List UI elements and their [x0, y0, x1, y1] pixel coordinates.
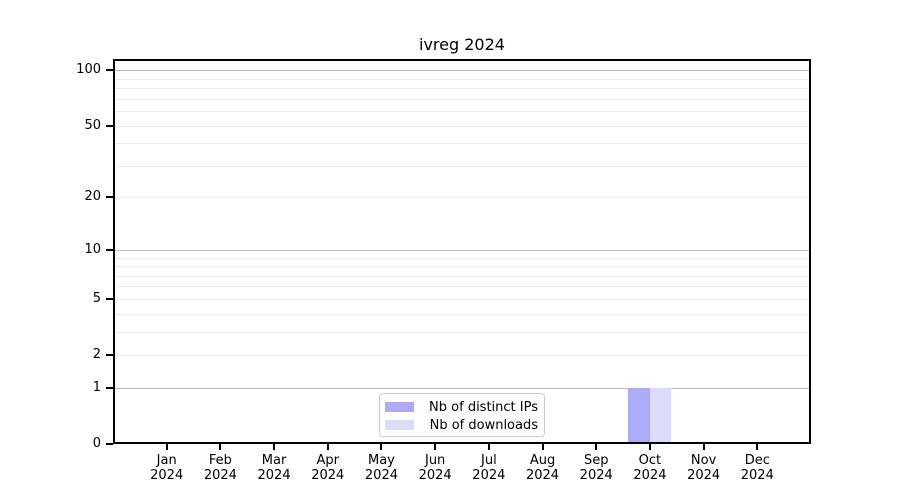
gridline-minor [115, 257, 809, 259]
x-tick-label: Feb 2024 [203, 453, 237, 483]
legend-swatch-distinct-ips-icon [385, 402, 414, 412]
legend: Nb of distinct IPs Nb of downloads [379, 393, 545, 437]
x-tick-label: Aug 2024 [525, 453, 560, 483]
y-tick-label: 0 [92, 436, 101, 451]
x-tick-label: Jun 2024 [418, 453, 452, 483]
x-tick-mark [648, 444, 651, 450]
x-tick-mark [219, 444, 222, 450]
legend-swatch-downloads-icon [385, 420, 414, 430]
y-tick-label: 20 [84, 189, 101, 205]
legend-label-distinct-ips: Nb of distinct IPs [429, 399, 538, 415]
y-tick-mark [106, 196, 113, 199]
x-tick-mark [273, 444, 276, 450]
x-tick-label: Oct 2024 [633, 453, 667, 483]
gridline-minor [115, 143, 809, 145]
gridline-minor [115, 266, 809, 268]
y-tick-mark [106, 124, 113, 127]
y-tick-mark [106, 443, 113, 445]
gridline-minor [115, 355, 809, 357]
y-tick-label: 5 [92, 290, 101, 306]
x-tick-label: Mar 2024 [257, 453, 291, 483]
bar-distinct-ips [628, 387, 650, 442]
x-tick-mark [380, 444, 383, 450]
gridline-minor [115, 78, 809, 80]
gridline-major [115, 387, 809, 389]
gridline-minor [115, 125, 809, 127]
x-tick-mark [434, 444, 437, 450]
y-tick-label: 10 [84, 241, 101, 257]
x-tick-mark [702, 444, 705, 450]
gridline-minor [115, 286, 809, 288]
y-tick-mark [106, 354, 113, 357]
x-tick-label: Jan 2024 [150, 453, 184, 483]
plot-area [113, 59, 811, 444]
gridline-minor [115, 298, 809, 300]
y-tick-mark [106, 386, 113, 389]
y-tick-label: 1 [92, 379, 101, 395]
x-tick-label: Sep 2024 [579, 453, 613, 483]
gridline-minor [115, 313, 809, 315]
legend-label-downloads: Nb of downloads [429, 417, 538, 433]
x-tick-mark [326, 444, 329, 450]
gridline-minor [115, 165, 809, 167]
y-tick-mark [106, 248, 113, 251]
gridline-minor [115, 275, 809, 277]
gridline-minor [115, 197, 809, 199]
x-tick-label: Nov 2024 [687, 453, 721, 483]
gridline-minor [115, 331, 809, 333]
y-tick-mark [106, 69, 113, 72]
legend-item-distinct-ips: Nb of distinct IPs [385, 398, 538, 416]
x-tick-mark [541, 444, 544, 450]
x-tick-label: May 2024 [364, 453, 398, 483]
gridline-minor [115, 98, 809, 100]
chart-title: ivreg 2024 [419, 35, 505, 54]
gridline-major [115, 249, 809, 251]
legend-item-downloads: Nb of downloads [385, 416, 538, 434]
y-tick-label: 100 [76, 62, 101, 78]
bar-downloads [649, 387, 672, 442]
x-tick-mark [756, 444, 759, 450]
y-tick-label: 50 [84, 117, 101, 133]
x-tick-label: Dec 2024 [740, 453, 774, 483]
x-tick-mark [487, 444, 490, 450]
gridline-major [115, 70, 809, 72]
x-tick-mark [165, 444, 168, 450]
y-tick-label: 2 [92, 347, 101, 363]
y-tick-mark [106, 297, 113, 300]
gridline-minor [115, 111, 809, 113]
x-tick-label: Jul 2024 [472, 453, 506, 483]
x-tick-mark [595, 444, 598, 450]
gridline-minor [115, 88, 809, 90]
x-tick-label: Apr 2024 [311, 453, 345, 483]
